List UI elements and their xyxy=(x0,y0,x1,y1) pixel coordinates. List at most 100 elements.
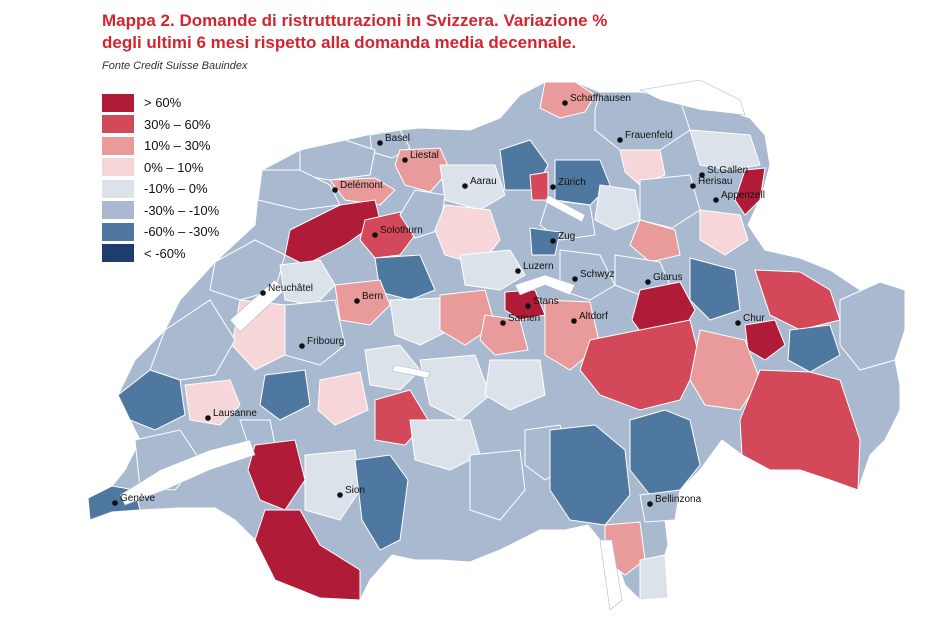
city-label-solothurn: Solothurn xyxy=(380,225,423,236)
map-title: Mappa 2. Domande di ristrutturazioni in … xyxy=(102,10,802,54)
region-lugano xyxy=(639,554,669,601)
legend-label: -10% – 0% xyxy=(144,181,208,197)
city-dot-chur xyxy=(735,320,741,326)
legend-label: 10% – 30% xyxy=(144,138,211,154)
city-label-schwyz: Schwyz xyxy=(580,269,614,280)
city-label-sion: Sion xyxy=(345,485,365,496)
legend-swatch xyxy=(102,222,134,241)
city-label-chur: Chur xyxy=(743,313,765,324)
city-label-bellinzona: Bellinzona xyxy=(655,494,702,505)
city-label-lausanne: Lausanne xyxy=(213,408,257,419)
city-dot-bellinzona xyxy=(647,501,653,507)
city-label-luzern: Luzern xyxy=(523,261,554,272)
region-entremont xyxy=(254,509,361,601)
city-label-stans: Stans xyxy=(533,296,559,307)
city-dot-altdorf xyxy=(571,318,577,324)
region-seeland xyxy=(279,259,336,306)
region-solothurn xyxy=(359,211,416,259)
legend-item: -60% – -30% xyxy=(102,221,219,243)
legend-item: > 60% xyxy=(102,92,219,114)
legend-swatch xyxy=(102,201,134,220)
city-label-herisau: Herisau xyxy=(698,176,732,187)
lake-thun xyxy=(391,364,431,379)
region-unterengadin xyxy=(839,281,906,371)
region-schaffhausen xyxy=(539,81,596,119)
legend-swatch xyxy=(102,115,134,134)
city-label-schaffhausen: Schaffhausen xyxy=(570,93,631,104)
city-dot-basel xyxy=(377,140,383,146)
region-aarau xyxy=(439,164,506,211)
city-dot-schwyz xyxy=(572,276,578,282)
legend-item: -30% – -10% xyxy=(102,200,219,222)
city-label-st-gallen: St.Gallen xyxy=(707,165,748,176)
city-dot-stans xyxy=(525,303,531,309)
city-label-zurich: Zürich xyxy=(558,177,586,188)
region-thun xyxy=(364,344,421,391)
legend-label: 30% – 60% xyxy=(144,116,211,132)
legend-swatch xyxy=(102,179,134,198)
region-zurich-lake xyxy=(539,199,596,241)
region-gruyere xyxy=(259,369,311,421)
region-sion xyxy=(354,454,409,551)
region-vaud-west xyxy=(117,369,186,431)
region-leuk xyxy=(409,419,481,471)
lake-maggiore xyxy=(599,539,623,611)
lake-geneva xyxy=(119,439,256,506)
city-label-liestal: Liestal xyxy=(410,150,439,161)
lake-constance xyxy=(639,79,746,116)
city-label-zug: Zug xyxy=(558,231,575,242)
region-engadin xyxy=(739,369,861,491)
city-label-geneve: Genève xyxy=(120,493,155,504)
city-dot-aarau xyxy=(462,183,468,189)
city-dot-geneve xyxy=(112,500,118,506)
region-rheintal xyxy=(699,209,749,256)
city-dot-zurich xyxy=(550,184,556,190)
lake-zurich xyxy=(544,194,586,223)
legend-item: 30% – 60% xyxy=(102,114,219,136)
region-lausanne xyxy=(184,379,241,426)
city-dot-neuchatel xyxy=(260,290,266,296)
city-label-fribourg: Fribourg xyxy=(307,336,344,347)
region-saanen xyxy=(317,371,369,426)
region-interlaken xyxy=(419,354,491,421)
region-toggenburg xyxy=(629,219,681,263)
title-line-1: Mappa 2. Domande di ristrutturazioni in … xyxy=(102,11,608,30)
region-valle-maggia xyxy=(549,424,631,526)
city-dot-lausanne xyxy=(205,415,211,421)
city-dot-solothurn xyxy=(372,232,378,238)
city-label-sarnen: Sarnen xyxy=(508,313,540,324)
city-dot-liestal xyxy=(402,157,408,163)
city-dot-bern xyxy=(354,298,360,304)
legend-swatch xyxy=(102,93,134,112)
region-bern xyxy=(334,279,391,326)
region-visp xyxy=(469,449,526,521)
city-label-delemont: Delémont xyxy=(340,180,383,191)
city-label-altdorf: Altdorf xyxy=(579,311,608,322)
city-dot-glarus xyxy=(645,279,651,285)
city-dot-luzern xyxy=(515,268,521,274)
region-jura-north xyxy=(299,139,376,181)
city-label-frauenfeld: Frauenfeld xyxy=(625,130,673,141)
region-appenzell xyxy=(734,167,766,216)
legend-item: 10% – 30% xyxy=(102,135,219,157)
legend-swatch xyxy=(102,244,134,263)
legend-swatch xyxy=(102,158,134,177)
region-zurich-city xyxy=(529,171,549,201)
legend-label: -60% – -30% xyxy=(144,224,220,240)
city-label-bern: Bern xyxy=(362,291,383,302)
city-dot-st-gallen xyxy=(699,172,705,178)
title-line-2: degli ultimi 6 mesi rispetto alla domand… xyxy=(102,33,577,52)
city-label-neuchatel: Neuchâtel xyxy=(268,283,313,294)
lake-neuchatel xyxy=(229,279,286,333)
city-label-aarau: Aarau xyxy=(470,176,497,187)
city-dot-fribourg xyxy=(299,343,305,349)
region-leventina xyxy=(629,409,701,496)
region-bellinzona xyxy=(639,489,681,523)
city-dot-appenzell xyxy=(713,197,719,203)
city-label-appenzell: Appenzell xyxy=(721,190,765,201)
region-oberhasli xyxy=(484,359,546,411)
region-st-gallen-w xyxy=(639,174,701,229)
legend-label: 0% – 10% xyxy=(144,159,204,175)
legend-label: -30% – -10% xyxy=(144,202,220,218)
city-label-glarus: Glarus xyxy=(653,272,682,283)
